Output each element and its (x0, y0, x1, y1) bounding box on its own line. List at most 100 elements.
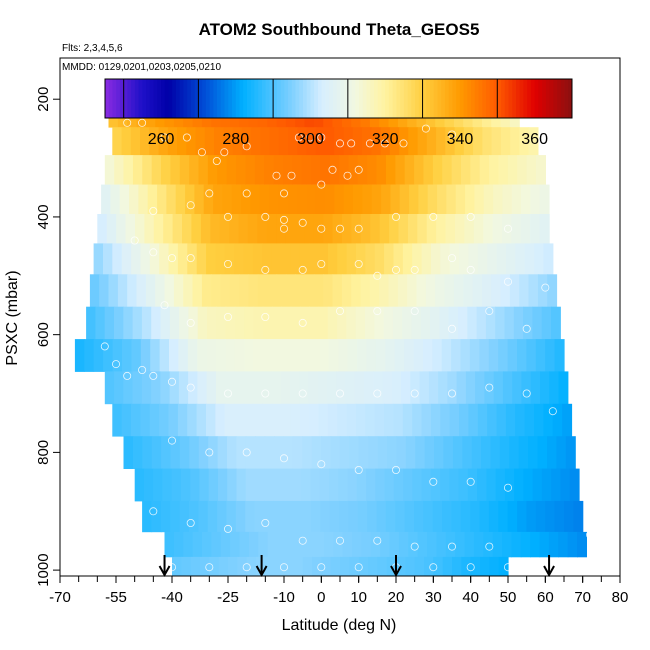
theta-cell (129, 184, 139, 215)
theta-cell (285, 274, 296, 308)
theta-cell (479, 155, 490, 185)
theta-cell (192, 274, 203, 308)
theta-cell (106, 214, 117, 244)
theta-cell (190, 556, 201, 577)
theta-cell (340, 556, 350, 577)
theta-cell (342, 214, 352, 244)
theta-cell (314, 531, 325, 558)
theta-cell (207, 306, 217, 340)
x-tick-label: -40 (161, 589, 183, 606)
observation-point (373, 271, 382, 280)
colorbar-segment (568, 79, 573, 118)
theta-cell (245, 500, 256, 533)
theta-cell (177, 403, 188, 437)
colorbar-segment (501, 79, 506, 118)
theta-cell (295, 531, 306, 558)
theta-cell (488, 500, 499, 533)
colorbar-segment (467, 79, 472, 118)
colorbar-segment (317, 79, 323, 118)
colorbar-segment (306, 79, 311, 118)
theta-cell (103, 243, 113, 275)
colorbar-segment (202, 79, 207, 118)
theta-cell (194, 184, 205, 215)
theta-cell (197, 339, 208, 372)
theta-cell (543, 243, 554, 275)
theta-cell (123, 371, 134, 405)
observation-point (261, 265, 270, 274)
observation-point (548, 407, 557, 416)
theta-cell (393, 468, 404, 502)
theta-cell (463, 274, 474, 308)
theta-cell (295, 274, 306, 308)
x-tick-label: -10 (273, 589, 295, 606)
observation-point (447, 324, 456, 333)
theta-cell (198, 436, 209, 469)
theta-cell (206, 339, 217, 372)
flight-arrow-head (158, 565, 171, 578)
observation-point (410, 542, 419, 551)
theta-cell (374, 403, 385, 437)
theta-cell (318, 306, 329, 340)
theta-cell (151, 155, 162, 185)
colorbar-segment (478, 79, 483, 118)
colorbar-segment (157, 79, 162, 118)
colorbar-segment (142, 79, 147, 118)
theta-cell (274, 556, 285, 577)
x-tick-label: -70 (49, 589, 71, 606)
theta-cell (334, 127, 345, 156)
theta-cell (262, 243, 273, 275)
observation-point (298, 318, 307, 327)
theta-cell (297, 184, 307, 215)
theta-cell (262, 306, 273, 340)
theta-cell (541, 306, 552, 340)
theta-cell (504, 468, 515, 502)
theta-cell (145, 274, 156, 308)
theta-cell (468, 243, 479, 275)
theta-cell (498, 500, 509, 533)
colorbar-segment (486, 79, 491, 118)
theta-cell (341, 274, 352, 308)
theta-cell (535, 500, 546, 533)
theta-cell (475, 371, 485, 405)
colorbar-segment (134, 79, 140, 118)
theta-cell (365, 306, 375, 340)
theta-cell (414, 556, 425, 577)
theta-cell (479, 500, 490, 533)
x-tick-label: 60 (537, 589, 554, 606)
theta-cell (480, 556, 490, 577)
theta-cell (211, 531, 222, 558)
observation-point (429, 477, 438, 486)
theta-cell (140, 243, 151, 275)
colorbar-segment (534, 79, 539, 118)
theta-cell (273, 468, 284, 502)
theta-cell (548, 531, 559, 558)
observation-point (347, 139, 356, 148)
theta-cell (347, 339, 358, 372)
theta-cell (188, 371, 198, 405)
theta-cell (299, 243, 310, 275)
theta-cell (412, 403, 423, 437)
theta-cell (365, 403, 376, 437)
theta-cell (489, 155, 500, 185)
dates-note: MMDD: 0129,0201,0203,0205,0210 (62, 62, 221, 73)
observation-point (365, 139, 374, 148)
theta-cell (273, 155, 284, 185)
theta-cell (144, 214, 155, 244)
theta-cell (369, 274, 380, 308)
theta-cell (452, 436, 463, 469)
colorbar-segment (187, 79, 192, 118)
theta-cell (175, 184, 186, 215)
theta-cell (412, 243, 423, 275)
observation-point (279, 454, 288, 463)
theta-cell (239, 531, 250, 558)
colorbar-segment (497, 79, 502, 118)
colorbar-segment (112, 79, 117, 118)
theta-cell (86, 306, 96, 340)
theta-cell (356, 468, 367, 502)
theta-cell (577, 531, 587, 558)
observation-point (354, 563, 363, 572)
colorbar-segment (205, 79, 211, 118)
colorbar-segment (549, 79, 554, 118)
theta-cell (97, 214, 108, 244)
theta-cell (389, 214, 400, 244)
